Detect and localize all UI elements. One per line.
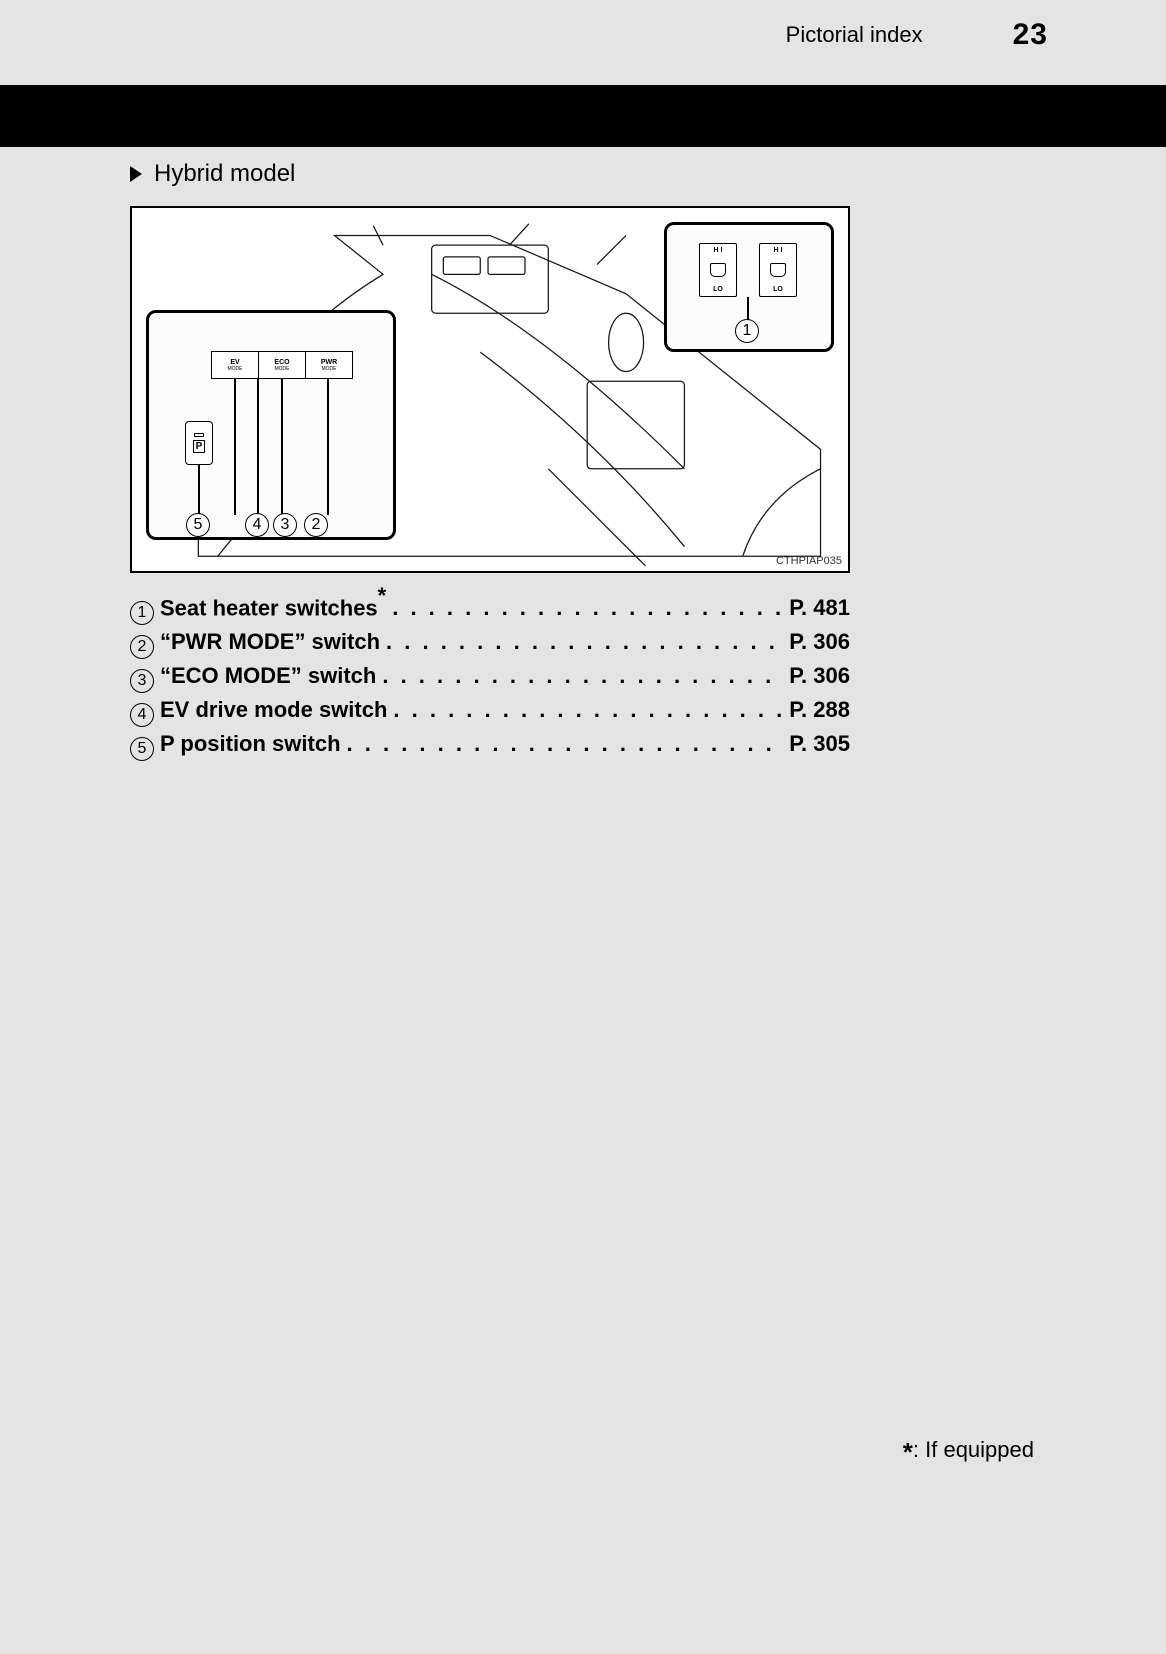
page-number: 23	[1013, 18, 1048, 52]
index-page-ref: P. 288	[789, 697, 850, 723]
pictorial-index-list: 1 Seat heater switches* . . . . . . . . …	[130, 587, 850, 759]
index-label: EV drive mode switch	[160, 697, 387, 723]
callout-marker-2: 2	[304, 513, 328, 537]
seat-heater-right: H I LO	[759, 243, 797, 297]
index-label: P position switch	[160, 731, 341, 757]
leader-dots: . . . . . . . . . . . . . . . . . . . . …	[347, 731, 784, 757]
section-heading-text: Hybrid model	[154, 160, 295, 188]
leader-dots: . . . . . . . . . . . . . . . . . . . . …	[393, 697, 783, 723]
callout-marker-3: 3	[273, 513, 297, 537]
index-row: 3 “ECO MODE” switch . . . . . . . . . . …	[130, 663, 850, 691]
callout-marker-1: 1	[735, 319, 759, 343]
footnote: *: If equipped	[903, 1433, 1034, 1464]
footnote-text: : If equipped	[913, 1437, 1034, 1462]
section-heading: Hybrid model	[130, 160, 850, 188]
eco-mode-button: ECO MODE	[259, 352, 306, 378]
seat-heater-icon	[770, 263, 786, 277]
index-row: 4 EV drive mode switch . . . . . . . . .…	[130, 697, 850, 725]
leader-line	[747, 297, 749, 321]
mode-button-strip: EV MODE ECO MODE PWR MODE	[211, 351, 353, 379]
callout-seat-heaters: H I LO H I LO 1	[664, 222, 834, 352]
leader-line	[198, 465, 200, 515]
index-page-ref: P. 306	[789, 663, 850, 689]
p-position-switch: P	[185, 421, 213, 465]
leader-line	[234, 379, 236, 515]
index-row: 2 “PWR MODE” switch . . . . . . . . . . …	[130, 629, 850, 657]
leader-dots: . . . . . . . . . . . . . . . . . . . . …	[392, 595, 783, 621]
section-breadcrumb: Pictorial index	[786, 22, 923, 48]
index-row: 1 Seat heater switches* . . . . . . . . …	[130, 587, 850, 623]
callout-marker-5: 5	[186, 513, 210, 537]
index-marker: 4	[130, 703, 154, 727]
callout-marker-4: 4	[245, 513, 269, 537]
index-marker: 2	[130, 635, 154, 659]
header-tab-bar	[0, 85, 1166, 147]
pwr-mode-button: PWR MODE	[306, 352, 352, 378]
leader-dots: . . . . . . . . . . . . . . . . . . . . …	[382, 663, 783, 689]
seat-heater-left: H I LO	[699, 243, 737, 297]
page-header: Pictorial index 23	[0, 0, 1166, 120]
index-page-ref: P. 481	[789, 595, 850, 621]
ev-mode-button: EV MODE	[212, 352, 259, 378]
index-row: 5 P position switch . . . . . . . . . . …	[130, 731, 850, 759]
leader-line	[281, 379, 283, 515]
index-label: “PWR MODE” switch	[160, 629, 380, 655]
triangle-bullet-icon	[130, 166, 142, 182]
footnote-symbol: *	[903, 1437, 913, 1467]
diagram-code: CTHPIAP035	[776, 555, 842, 567]
seat-heater-icon	[710, 263, 726, 277]
index-label: Seat heater switches*	[160, 587, 386, 621]
index-page-ref: P. 306	[789, 629, 850, 655]
leader-line	[327, 379, 329, 515]
index-marker: 1	[130, 601, 154, 625]
page-content: Hybrid model	[130, 160, 850, 765]
callout-mode-switches: EV MODE ECO MODE PWR MODE P	[146, 310, 396, 540]
index-label: “ECO MODE” switch	[160, 663, 376, 689]
leader-line	[257, 379, 259, 515]
leader-dots: . . . . . . . . . . . . . . . . . . . . …	[386, 629, 783, 655]
index-marker: 5	[130, 737, 154, 761]
index-marker: 3	[130, 669, 154, 693]
diagram-illustration: EV MODE ECO MODE PWR MODE P	[130, 206, 850, 573]
index-page-ref: P. 305	[789, 731, 850, 757]
